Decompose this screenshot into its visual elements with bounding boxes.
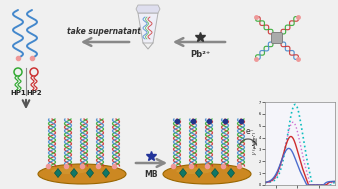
Polygon shape <box>179 169 187 177</box>
Polygon shape <box>138 13 158 43</box>
Polygon shape <box>195 169 202 177</box>
Polygon shape <box>136 5 160 13</box>
Text: Pb²⁺: Pb²⁺ <box>190 50 210 59</box>
Polygon shape <box>87 169 94 177</box>
Polygon shape <box>212 169 218 177</box>
FancyBboxPatch shape <box>271 33 283 43</box>
Text: take supernatant: take supernatant <box>67 27 141 36</box>
Text: HP1: HP1 <box>10 90 26 96</box>
Text: MB: MB <box>144 170 158 179</box>
Ellipse shape <box>38 164 126 184</box>
Text: e⁻: e⁻ <box>246 127 254 136</box>
Polygon shape <box>102 169 110 177</box>
Y-axis label: J / (μA/cm²): J / (μA/cm²) <box>253 132 257 155</box>
Text: HP2: HP2 <box>26 90 42 96</box>
Ellipse shape <box>163 164 251 184</box>
Polygon shape <box>71 169 77 177</box>
Ellipse shape <box>51 168 87 174</box>
Ellipse shape <box>176 168 211 174</box>
Polygon shape <box>54 169 62 177</box>
Polygon shape <box>227 169 235 177</box>
